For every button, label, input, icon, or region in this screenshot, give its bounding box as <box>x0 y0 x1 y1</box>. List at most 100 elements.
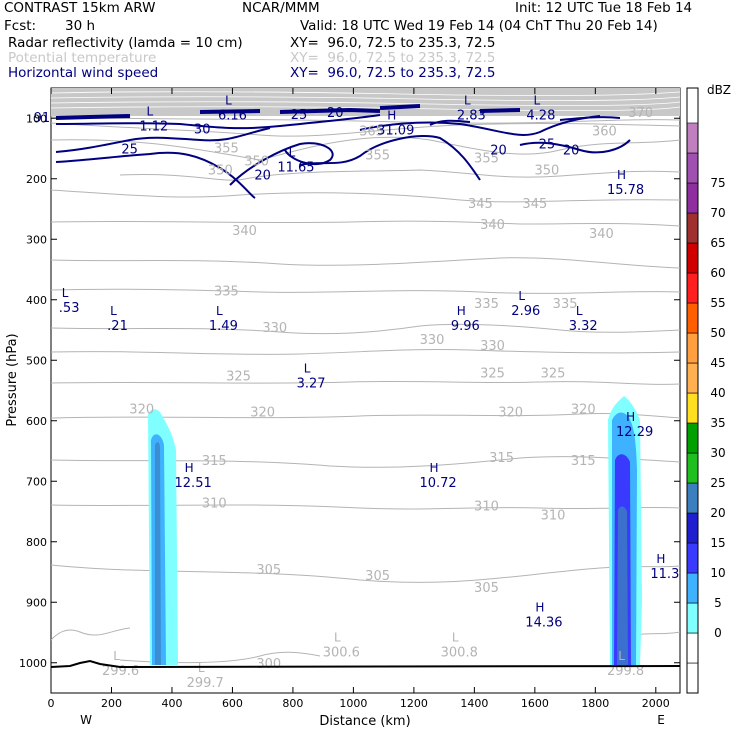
wind-extremum-value: 15.78 <box>607 183 644 198</box>
colorbar-swatch <box>686 362 699 394</box>
colorbar-level-label: 20 <box>710 506 725 520</box>
colorbar-swatch <box>686 512 699 544</box>
wind-extremum-type: L <box>289 145 296 159</box>
x-end-label-east: E <box>657 713 665 727</box>
wind-extremum-value: 12.51 <box>175 476 212 491</box>
x-tick-label: 1000 <box>339 697 367 710</box>
colorbar-swatch <box>686 152 699 184</box>
wind-contour-label: 20 <box>327 106 344 121</box>
colorbar-swatch <box>686 122 699 154</box>
field-theta-name: Potential temperature <box>8 50 157 66</box>
theta-contour-label: 330 <box>480 339 505 354</box>
theta-contour-label: 345 <box>522 197 547 212</box>
plot-area <box>51 88 680 665</box>
field-theta-xy: XY= 96.0, 72.5 to 235.3, 72.5 <box>290 50 496 66</box>
wind-extremum-value: 11.65 <box>277 160 314 175</box>
wind-extremum-type: L <box>464 93 471 107</box>
theta-extremum-value: 299.7 <box>187 676 224 691</box>
theta-contour-label: 320 <box>498 406 523 421</box>
x-tick-label: 800 <box>282 697 303 710</box>
y-tick-label: 600 <box>26 415 47 428</box>
colorbar-level-label: 45 <box>710 356 725 370</box>
colorbar-swatch <box>686 212 699 244</box>
theta-contour-label: 335 <box>214 285 239 300</box>
y-axis-title: Pressure (hPa) <box>5 333 20 426</box>
theta-extremum-type: L <box>113 649 120 663</box>
theta-contour-label: 350 <box>535 164 560 179</box>
theta-contour-label: 335 <box>553 297 578 312</box>
center-name: NCAR/MMM <box>242 0 320 16</box>
wind-contour-label: 30 <box>194 123 211 138</box>
theta-contour-label: 335 <box>474 297 499 312</box>
wind-contour-lines <box>55 104 631 199</box>
wind-extremum-value: 10.72 <box>419 476 456 491</box>
colorbar-level-label: 55 <box>710 296 725 310</box>
y-tick-label: 800 <box>26 536 47 549</box>
field-reflectivity-name: Radar reflectivity (lamda = 10 cm) <box>8 35 243 51</box>
colorbar-swatch <box>686 542 699 574</box>
colorbar-swatch <box>686 482 699 514</box>
wind-extremum-type: L <box>110 304 117 318</box>
theta-contour-label: 340 <box>232 224 257 239</box>
theta-contour-label: 330 <box>420 333 445 348</box>
x-tick-label: 600 <box>222 697 243 710</box>
y-tick-label: 900 <box>26 596 47 609</box>
theta-contour-label: 310 <box>541 509 566 524</box>
model-title: CONTRAST 15km ARW <box>4 0 156 16</box>
colorbar-level-label: 25 <box>710 476 725 490</box>
axes: 0 200 400 600 800 1000 1200 1400 1600 1800 2000 100… <box>19 88 680 710</box>
theta-contour-label: 315 <box>202 454 227 469</box>
colorbar-swatch <box>686 182 699 214</box>
x-tick-label: 400 <box>161 697 182 710</box>
wind-extremum-value: .53 <box>59 301 80 316</box>
reflectivity-cell-west <box>148 409 178 665</box>
theta-contour-label: 340 <box>480 218 505 233</box>
wind-extremum-type: L <box>534 93 541 107</box>
colorbar-swatch <box>686 332 699 364</box>
theta-contour-label: 325 <box>480 366 505 381</box>
theta-contour-label: 365 <box>359 124 384 139</box>
wind-extremum-type: L <box>304 361 311 375</box>
colorbar-level-label: 70 <box>710 206 725 220</box>
wind-contour-label: 25 <box>121 143 138 158</box>
theta-contour-label: 355 <box>365 149 390 164</box>
theta-contour-label: 325 <box>541 366 566 381</box>
theta-contour-label: 310 <box>474 499 499 514</box>
wind-extremum-type: L <box>146 104 153 118</box>
y-tick-label: 400 <box>26 294 47 307</box>
x-tick-label: 1400 <box>460 697 488 710</box>
x-tick-label: 2000 <box>642 697 670 710</box>
colorbar-unit: dBZ <box>707 83 731 97</box>
theta-contour-label: 325 <box>226 369 251 384</box>
theta-contour-labels: 370 365 360 355 355 355 350 350 350 345 345 340 340 3… <box>129 106 653 672</box>
wind-extremum-type: H <box>430 461 439 475</box>
wind-extremum-value: 4.28 <box>526 108 555 123</box>
colorbar: 0 5 10 15 20 25 30 35 40 45 50 55 60 65 70 75 dBZ <box>686 83 731 694</box>
wind-extremum-value: 1.12 <box>139 119 168 134</box>
wind-extremum-value: 3.27 <box>297 376 326 391</box>
wind-extremum-type: H <box>535 600 544 614</box>
colorbar-swatch <box>686 602 699 634</box>
theta-contour-label: 350 <box>244 155 269 170</box>
theta-extremum-value: 300.8 <box>441 646 478 661</box>
colorbar-level-label: 75 <box>710 176 725 190</box>
colorbar-level-label: 5 <box>714 596 722 610</box>
y-tick-label: 100 <box>26 112 47 125</box>
colorbar-swatch <box>686 392 699 424</box>
colorbar-level-label: 15 <box>710 536 725 550</box>
wind-extremum-type: H <box>656 552 665 566</box>
theta-contour-label: 315 <box>571 454 596 469</box>
wind-contour-label: 20 <box>563 144 580 159</box>
wind-extremum-type: H <box>617 168 626 182</box>
field-wind-xy: XY= 96.0, 72.5 to 235.3, 72.5 <box>290 65 496 81</box>
colorbar-swatch <box>686 662 699 694</box>
colorbar-level-label: 60 <box>710 266 725 280</box>
y-tick-label: 300 <box>26 233 47 246</box>
theta-extremum-value: 300.6 <box>323 646 360 661</box>
colorbar-swatch <box>686 632 699 664</box>
y-tick-label: 200 <box>26 173 47 186</box>
wind-extremum-value: 2.83 <box>457 108 486 123</box>
wind-extremum-value: 2.96 <box>511 304 540 319</box>
x-end-label-west: W <box>80 713 92 727</box>
